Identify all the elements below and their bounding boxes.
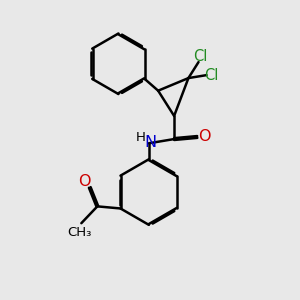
Text: H: H bbox=[136, 131, 146, 144]
Text: O: O bbox=[199, 130, 211, 145]
Text: N: N bbox=[145, 135, 157, 150]
Text: CH₃: CH₃ bbox=[67, 226, 92, 239]
Text: Cl: Cl bbox=[204, 68, 219, 83]
Text: Cl: Cl bbox=[193, 49, 207, 64]
Text: O: O bbox=[79, 174, 91, 189]
